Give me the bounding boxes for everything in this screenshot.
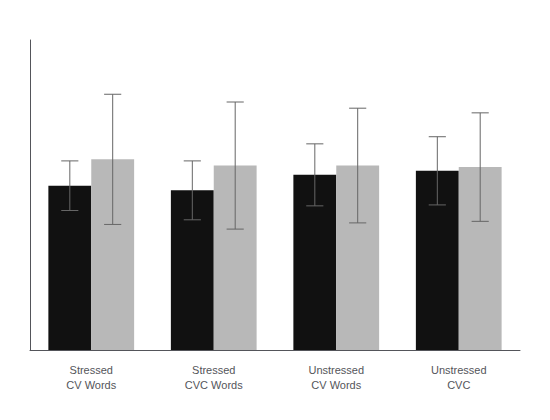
- svg-text:Stressed: Stressed: [192, 364, 235, 376]
- svg-text:CV Words: CV Words: [311, 379, 361, 391]
- svg-text:Stressed: Stressed: [70, 364, 113, 376]
- svg-text:Unstressed: Unstressed: [308, 364, 364, 376]
- svg-text:CV Words: CV Words: [66, 379, 116, 391]
- svg-text:CVC Words: CVC Words: [185, 379, 243, 391]
- svg-text:CVC: CVC: [447, 379, 470, 391]
- svg-text:Unstressed: Unstressed: [431, 364, 487, 376]
